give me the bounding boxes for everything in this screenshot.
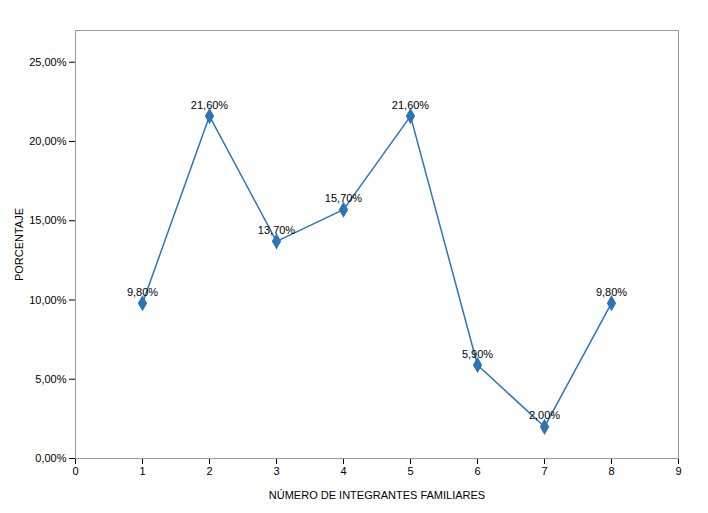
svg-text:1: 1 — [139, 465, 145, 477]
svg-text:20,00%: 20,00% — [29, 135, 67, 147]
svg-text:9,80%: 9,80% — [596, 286, 627, 298]
svg-text:PORCENTAJE: PORCENTAJE — [13, 208, 25, 281]
svg-text:21,60%: 21,60% — [191, 99, 229, 111]
svg-text:NÚMERO DE INTEGRANTES FAMILIAR: NÚMERO DE INTEGRANTES FAMILIARES — [269, 489, 485, 501]
svg-text:8: 8 — [608, 465, 614, 477]
svg-text:10,00%: 10,00% — [29, 294, 67, 306]
svg-text:5,90%: 5,90% — [462, 347, 493, 359]
svg-text:15,70%: 15,70% — [325, 192, 363, 204]
svg-text:0: 0 — [72, 465, 78, 477]
svg-text:9,80%: 9,80% — [127, 286, 158, 298]
svg-text:2,00%: 2,00% — [529, 409, 560, 421]
svg-text:4: 4 — [340, 465, 346, 477]
svg-text:0,00%: 0,00% — [35, 452, 66, 464]
svg-text:2: 2 — [206, 465, 212, 477]
svg-text:21,60%: 21,60% — [392, 99, 430, 111]
svg-text:15,00%: 15,00% — [29, 214, 67, 226]
svg-text:6: 6 — [474, 465, 480, 477]
svg-text:13,70%: 13,70% — [258, 224, 296, 236]
svg-text:3: 3 — [273, 465, 279, 477]
svg-text:7: 7 — [541, 465, 547, 477]
svg-text:5: 5 — [407, 465, 413, 477]
svg-text:5,00%: 5,00% — [35, 373, 66, 385]
svg-text:9: 9 — [675, 465, 681, 477]
svg-text:25,00%: 25,00% — [29, 56, 67, 68]
